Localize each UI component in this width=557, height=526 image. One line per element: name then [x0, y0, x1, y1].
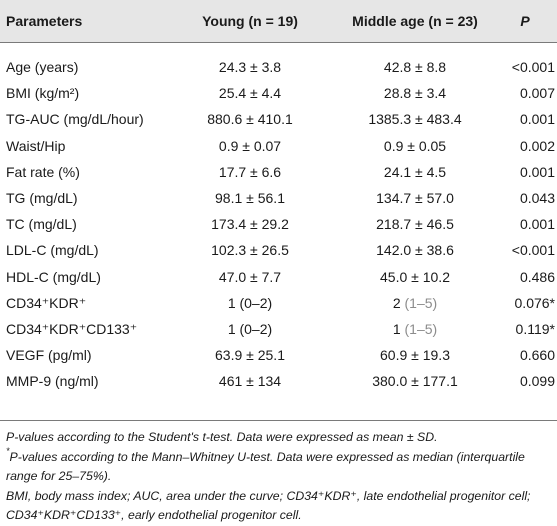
footnote-2-text: P-values according to the Mann–Whitney U… [6, 449, 525, 484]
header-parameters: Parameters [6, 13, 83, 29]
footnote-1: P-values according to the Student's t-te… [6, 430, 438, 444]
row-label: CD34⁺KDR⁺CD133⁺ [6, 321, 138, 337]
footnote-2: *P-values according to the Mann–Whitney … [6, 446, 552, 487]
row-label: BMI (kg/m²) [6, 85, 80, 102]
row-middle-value: 380.0 ± 177.1 [372, 373, 458, 390]
row-young-value: 461 ± 134 [218, 373, 282, 390]
header-young: Young (n = 19) [202, 13, 298, 29]
row-middle-value: 2 (1–5) [325, 291, 505, 315]
row-young-value: 98.1 ± 56.1 [215, 190, 285, 206]
row-label: TC (mg/dL) [6, 216, 77, 233]
row-label: Fat rate (%) [6, 163, 80, 180]
row-label: VEGF (pg/ml) [6, 347, 92, 364]
row-p-value: 0.486 [519, 268, 555, 285]
row-middle-range: (1–5) [404, 321, 438, 337]
row-young-value: 1 (0–2) [227, 321, 273, 337]
bottom-rule [0, 420, 557, 421]
row-middle-value: 218.7 ± 46.5 [376, 216, 454, 233]
row-p-value: 0.076* [514, 294, 555, 311]
row-p-value: 0.001 [519, 111, 555, 128]
row-young-value: 1 (0–2) [227, 294, 273, 311]
row-middle-value: 42.8 ± 8.8 [383, 59, 447, 75]
row-young-value: 17.7 ± 6.6 [218, 163, 282, 180]
row-young-value: 47.0 ± 7.7 [218, 268, 282, 285]
row-p-value: 0.660 [519, 347, 555, 364]
row-young-value: 63.9 ± 25.1 [215, 347, 285, 364]
row-young-value: 25.4 ± 4.4 [218, 85, 282, 102]
row-p-value: 0.001 [519, 216, 555, 233]
footnote-3: BMI, body mass index; AUC, area under th… [6, 488, 531, 523]
row-p-value: 0.002 [519, 137, 555, 154]
row-middle-median: 1 [392, 321, 401, 337]
header-p: P [520, 13, 530, 29]
row-middle-value: 134.7 ± 57.0 [376, 190, 454, 206]
row-p-value: 0.119* [515, 321, 555, 337]
header-rule [0, 42, 557, 43]
row-middle-value: 24.1 ± 4.5 [383, 163, 447, 180]
row-young-value: 880.6 ± 410.1 [207, 111, 293, 128]
row-young-value: 102.3 ± 26.5 [211, 242, 289, 259]
row-middle-value: 60.9 ± 19.3 [380, 347, 450, 364]
row-middle-value: 28.8 ± 3.4 [383, 85, 447, 102]
row-label: MMP-9 (ng/ml) [6, 373, 99, 390]
header-band [0, 0, 557, 42]
footnote-2-mark: * [6, 446, 10, 457]
row-label: Waist/Hip [6, 137, 66, 154]
row-label: LDL-C (mg/dL) [6, 242, 99, 259]
row-p-value: 0.043 [519, 190, 555, 206]
row-middle-value: 45.0 ± 10.2 [380, 268, 450, 285]
header-middle-age: Middle age (n = 23) [352, 13, 478, 29]
row-young-value: 173.4 ± 29.2 [211, 216, 289, 233]
row-label: Age (years) [6, 59, 79, 75]
footnotes: P-values according to the Student's t-te… [6, 428, 552, 526]
row-p-value: 0.007 [519, 85, 555, 102]
row-label: CD34⁺KDR⁺ [6, 294, 87, 311]
row-middle-value: 1385.3 ± 483.4 [368, 111, 462, 128]
row-p-value: <0.001 [511, 59, 555, 75]
row-middle-value: 1 (1–5) [325, 317, 505, 341]
row-p-value: 0.001 [519, 163, 555, 180]
row-p-value: 0.099 [519, 373, 555, 390]
row-label: TG-AUC (mg/dL/hour) [6, 111, 144, 128]
row-middle-median: 2 [392, 294, 401, 311]
row-young-value: 24.3 ± 3.8 [218, 59, 282, 75]
row-label: TG (mg/dL) [6, 190, 78, 206]
row-middle-value: 142.0 ± 38.6 [376, 242, 454, 259]
row-label: HDL-C (mg/dL) [6, 268, 101, 285]
row-p-value: <0.001 [511, 242, 555, 259]
row-young-value: 0.9 ± 0.07 [218, 137, 282, 154]
row-middle-range: (1–5) [404, 294, 438, 311]
row-middle-value: 0.9 ± 0.05 [383, 137, 447, 154]
